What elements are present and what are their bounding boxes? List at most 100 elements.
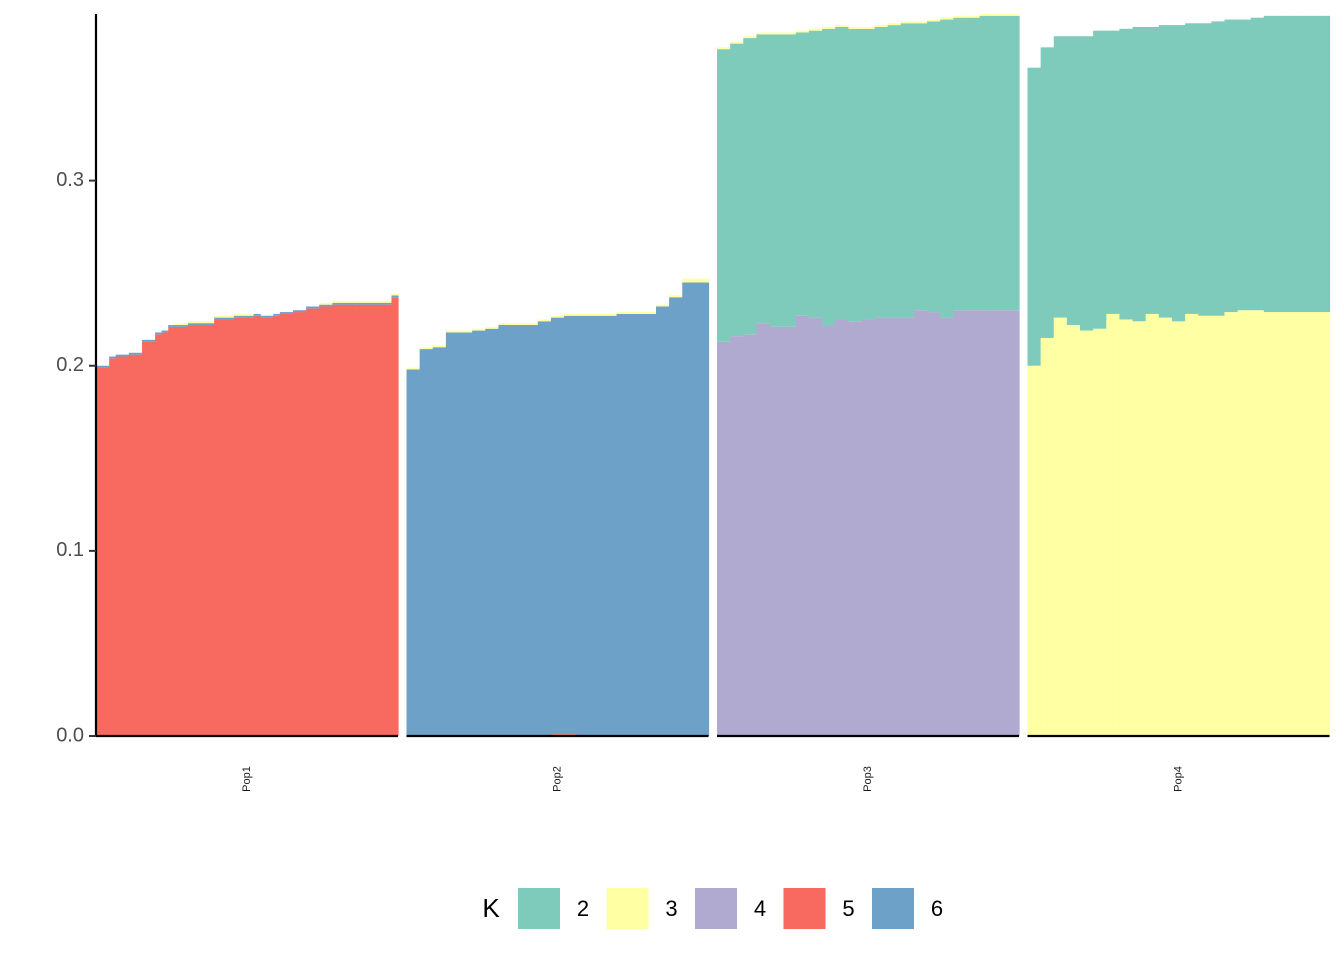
bar-segment-k3 [338,300,347,303]
bar-segment-k4 [795,315,803,736]
legend: K 2 3 4 5 6 [482,888,943,929]
bar-segment-k3 [531,323,539,326]
bar-segment-k5 [233,317,242,736]
bar-segment-k3 [1178,321,1186,736]
bar-segment-k5 [266,317,274,736]
bar-segment-k6 [636,313,644,736]
bar-segment-k3 [194,321,202,324]
bar-segment-k4 [782,326,790,736]
bar-segment-k5 [141,341,150,736]
bar-segment-k2 [723,49,731,342]
bar-segment-k3 [391,293,399,296]
bar-segment-k3 [371,300,379,303]
bar-segment-k3 [485,326,493,329]
bar-segment-k3 [1145,313,1153,736]
bar-segment-k3 [524,323,532,326]
legend-swatch [872,888,914,929]
bar-segment-k3 [459,330,467,333]
bar-segment-k2 [1047,47,1055,338]
bar-segment-k3 [623,312,631,314]
bar-segment-k6 [201,323,209,326]
bar-segment-k3 [406,367,414,370]
bar-segment-k3 [174,323,182,326]
bar-segment-k3 [227,315,235,318]
bar-segment-k5 [325,306,333,736]
bar-segment-k3 [445,330,454,333]
bar-segment-k3 [795,30,803,33]
bar-segment-k5 [115,356,123,736]
bar-segment-k4 [992,310,1000,736]
bar-segment-k2 [1099,30,1107,329]
bar-segment-k6 [695,282,703,736]
bar-segment-k3 [365,300,373,303]
bar-segment-k6 [148,339,156,342]
bar-segment-k2 [1040,47,1048,338]
bar-segment-k3 [1204,315,1212,736]
bar-segment-k2 [1191,23,1199,314]
bar-segment-k6 [426,349,434,736]
bar-segment-k3 [1073,325,1081,736]
bar-segment-k3 [933,19,941,22]
bar-segment-k3 [426,347,434,350]
bar-segment-k6 [214,317,222,320]
bar-segment-k3 [1125,319,1134,736]
bar-segment-k4 [999,310,1007,736]
facet-pop4: Pop4 [1027,15,1331,792]
bar-segment-k3 [504,323,513,326]
bar-segment-k3 [511,323,519,326]
bar-segment-k2 [1303,15,1311,313]
bar-segment-k3 [1171,321,1180,736]
bar-segment-k6 [701,282,710,736]
bar-segment-k2 [874,26,882,318]
bar-segment-k3 [953,15,961,18]
bar-segment-k6 [220,317,228,320]
bar-segment-k2 [1145,26,1153,314]
bar-segment-k3 [1322,312,1331,736]
bar-segment-k6 [378,302,386,305]
bar-segment-k2 [913,23,922,311]
bar-segment-k3 [835,25,843,27]
bar-segment-k2 [946,19,954,318]
bar-segment-k2 [756,34,764,324]
bar-segment-k2 [1034,67,1042,366]
bar-segment-k6 [675,297,683,736]
bar-segment-k3 [1283,312,1291,736]
legend-label: 4 [754,896,766,921]
bar-segment-k3 [973,15,981,18]
bar-segment-k3 [1132,321,1140,736]
bar-segment-k6 [524,325,532,736]
bar-segment-k6 [181,325,189,327]
bar-segment-k6 [550,317,559,735]
bar-segment-k4 [743,334,751,736]
bar-segment-k5 [260,317,268,736]
bar-segment-k2 [1125,28,1134,320]
bar-segment-k6 [432,347,440,736]
bar-segment-k3 [378,300,386,303]
bar-segment-k5 [332,304,340,736]
bar-segment-k3 [662,304,670,307]
bar-segment-k6 [286,312,294,314]
bar-segment-k6 [352,302,360,305]
bar-segment-k4 [946,317,954,736]
bar-segment-k3 [841,25,849,27]
bar-segment-k6 [207,323,215,326]
bar-segment-k5 [391,297,399,736]
bar-segment-k3 [986,14,994,16]
bar-segment-k3 [913,21,922,24]
bar-segment-k2 [1250,17,1258,311]
bar-segment-k3 [564,313,572,316]
bar-segment-k6 [583,315,591,736]
bar-segment-k3 [610,313,618,316]
bar-segment-k6 [629,313,637,736]
bar-segment-k2 [966,17,974,311]
bar-segment-k3 [1244,310,1252,736]
bar-segment-k4 [868,319,876,736]
bar-segment-k6 [649,313,657,736]
bar-segment-k6 [662,306,670,736]
bar-segment-k6 [122,354,130,357]
bar-segment-k4 [802,315,810,736]
bar-segment-k2 [1231,19,1239,313]
bar-segment-k3 [1211,315,1219,736]
bar-segment-k4 [723,341,731,736]
bar-segment-k5 [194,325,202,736]
